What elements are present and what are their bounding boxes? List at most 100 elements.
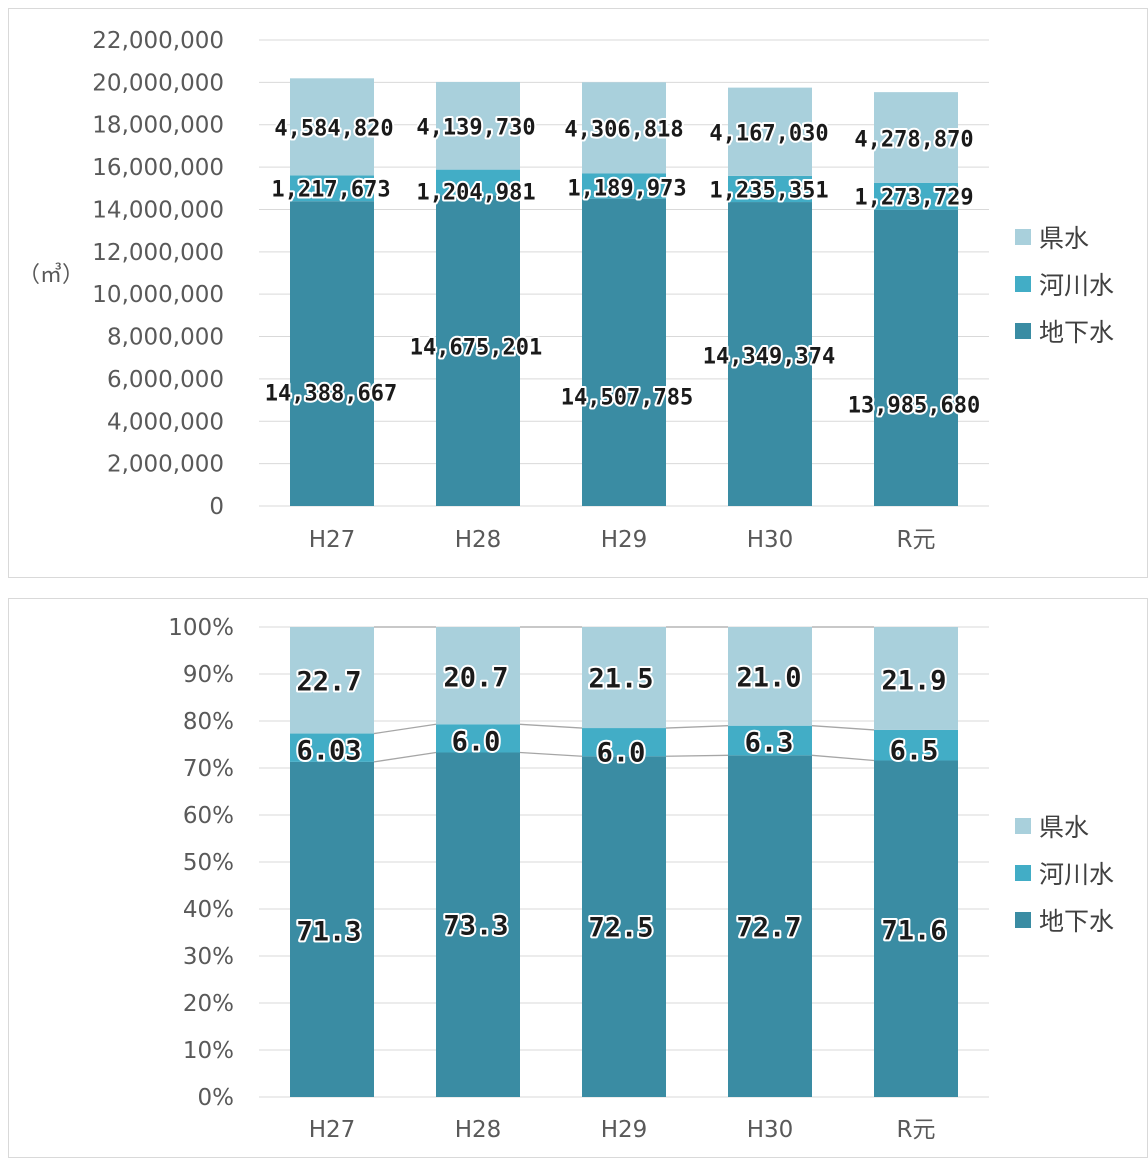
x-category-label: H28: [455, 1117, 502, 1143]
y-tick-label: 2,000,000: [107, 452, 224, 478]
legend-swatch: [1015, 865, 1031, 881]
data-label: 71.3: [296, 916, 361, 947]
y-tick-label: 18,000,000: [92, 113, 224, 139]
legend-swatch: [1015, 229, 1031, 245]
data-label: 4,167,030: [709, 122, 828, 147]
bar-series-1-1: [436, 724, 520, 753]
legend-label: 県水: [1039, 813, 1089, 842]
bar-series-1-2: [582, 728, 666, 757]
volume-chart-panel: 0 2,000,000 4,000,000 6,000,000 8,000,000 10,…: [8, 8, 1148, 578]
series-connector-line: [665, 725, 729, 729]
data-label: 13,985,680: [848, 394, 980, 419]
y-tick-label: 90%: [183, 662, 234, 688]
data-label: 4,139,730: [416, 116, 535, 141]
bar-series-0-1: [436, 752, 520, 1097]
bar-series-2-3: [728, 87, 812, 176]
bar-series-0-0: [290, 761, 374, 1097]
data-label: 14,675,201: [410, 336, 542, 361]
y-tick-label: 10,000,000: [92, 282, 224, 308]
data-label: 1,273,729: [854, 186, 973, 211]
y-tick-label: 14,000,000: [92, 197, 224, 223]
data-label: 6.03: [296, 735, 361, 766]
bar-series-0-0: [290, 201, 374, 507]
data-label: 6.3: [745, 727, 794, 758]
data-label: 72.5: [588, 912, 653, 943]
data-label: 14,507,785: [561, 386, 693, 411]
y-tick-label: 16,000,000: [92, 155, 224, 181]
volume-stacked-bar-chart: 0 2,000,000 4,000,000 6,000,000 8,000,000 10,…: [18, 28, 1114, 553]
y-tick-label: 0%: [198, 1085, 235, 1111]
x-category-label: H27: [309, 527, 356, 553]
bar-series-2-0: [290, 627, 374, 734]
bar-series-1-3: [728, 725, 812, 756]
series-connector-line: [665, 754, 729, 757]
legend-label: 地下水: [1039, 907, 1114, 936]
series-connector-line: [519, 723, 583, 729]
bar-series-1-4: [874, 182, 958, 210]
data-label: 1,189,973: [567, 177, 686, 202]
data-label: 1,204,981: [416, 181, 535, 206]
x-category-label: H29: [601, 527, 648, 553]
series-connector-line: [519, 751, 583, 757]
bar-series-0-4: [874, 760, 958, 1097]
x-category-label: H29: [601, 1117, 648, 1143]
x-category-label: H30: [747, 527, 794, 553]
data-label: 21.5: [588, 663, 653, 694]
bar-series-0-1: [436, 195, 520, 506]
legend-label: 県水: [1039, 224, 1089, 253]
x-category-label: R元: [897, 1117, 936, 1143]
x-category-label: H28: [455, 527, 502, 553]
y-tick-label: 6,000,000: [107, 367, 224, 393]
data-label: 14,349,374: [703, 345, 835, 370]
bar-series-2-1: [436, 627, 520, 725]
bar-series-2-4: [874, 92, 958, 183]
y-tick-label: 30%: [183, 944, 234, 970]
bar-series-0-3: [728, 202, 812, 506]
data-label: 73.3: [443, 910, 508, 941]
data-label: 22.7: [296, 666, 361, 697]
data-label: 6.0: [452, 726, 501, 757]
series-connector-line: [811, 725, 875, 731]
share-percent-bar-chart: 0% 10% 20% 30% 40% 50% 60% 70% 80% 90% 100% H27 H28 H…: [168, 615, 1114, 1143]
data-label: 21.0: [736, 662, 801, 693]
bar-series-1-0: [290, 175, 374, 202]
y-tick-label: 12,000,000: [92, 240, 224, 266]
data-label: 4,306,818: [564, 118, 683, 143]
bar-series-2-2: [582, 627, 666, 729]
y-tick-label: 80%: [183, 709, 234, 735]
y-tick-label: 20,000,000: [92, 70, 224, 96]
bar-series-0-4: [874, 209, 958, 506]
bar-series-1-4: [874, 729, 958, 761]
legend-swatch: [1015, 276, 1031, 292]
bar-series-1-1: [436, 169, 520, 196]
bar-series-2-2: [582, 82, 666, 174]
bar-series-0-2: [582, 756, 666, 1097]
y-tick-label: 40%: [183, 897, 234, 923]
y-tick-label: 70%: [183, 756, 234, 782]
data-label: 20.7: [443, 662, 508, 693]
data-label: 14,388,667: [265, 382, 397, 407]
bar-series-1-3: [728, 175, 812, 203]
legend-swatch: [1015, 912, 1031, 928]
bar-series-1-2: [582, 173, 666, 199]
x-category-label: H30: [747, 1117, 794, 1143]
y-tick-label: 4,000,000: [107, 409, 224, 435]
y-tick-label: 50%: [183, 850, 234, 876]
data-label: 71.6: [881, 915, 946, 946]
legend-label: 地下水: [1039, 318, 1114, 347]
bar-series-1-0: [290, 733, 374, 762]
y-tick-label: 0: [209, 494, 224, 520]
data-label: 72.7: [736, 912, 801, 943]
series-connector-line: [373, 723, 437, 735]
bar-series-2-0: [290, 78, 374, 176]
data-label: 21.9: [881, 665, 946, 696]
data-label: 4,584,820: [274, 117, 393, 142]
bar-series-2-3: [728, 627, 812, 726]
legend-label: 河川水: [1039, 271, 1114, 300]
legend-swatch: [1015, 323, 1031, 339]
series-connector-line: [373, 751, 437, 763]
y-tick-label: 60%: [183, 803, 234, 829]
data-label: 6.0: [597, 737, 646, 768]
y-tick-label: 22,000,000: [92, 28, 224, 54]
bar-series-2-4: [874, 627, 958, 730]
